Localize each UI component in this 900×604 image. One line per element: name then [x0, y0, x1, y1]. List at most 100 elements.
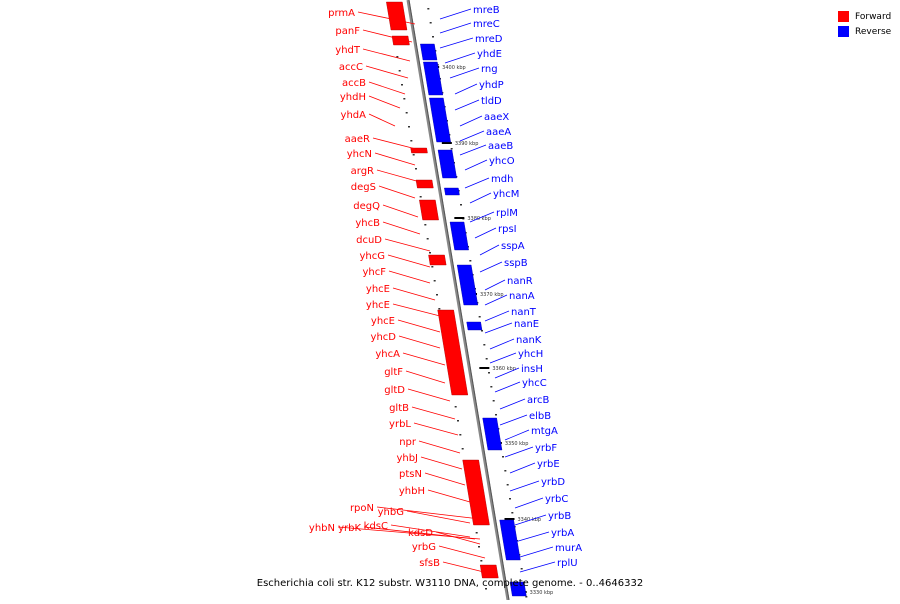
reverse-leader-line: [504, 446, 534, 458]
forward-gene-label: yhdA: [341, 110, 367, 121]
axis-dash: [461, 448, 464, 450]
axis-dash: [412, 154, 415, 156]
reverse-gene-label: yrbC: [545, 494, 568, 505]
axis-dash: [480, 560, 483, 562]
forward-leader-line: [405, 370, 446, 384]
axis-line: [406, 0, 510, 601]
axis-dash: [431, 266, 434, 268]
reverse-leader-line: [469, 211, 495, 223]
reverse-leader-line: [439, 22, 472, 34]
forward-gene-label: yhcE: [371, 316, 395, 327]
reverse-leader-line: [509, 462, 536, 474]
axis-dash: [427, 8, 430, 10]
axis-dash: [478, 546, 480, 548]
reverse-leader-line: [479, 261, 503, 273]
forward-gene-block: [410, 147, 428, 154]
reverse-leader-line: [489, 338, 515, 350]
legend-item-reverse: Reverse: [838, 24, 891, 39]
forward-leader-line: [438, 545, 486, 559]
forward-leader-line: [402, 352, 446, 366]
forward-leader-line: [413, 422, 459, 436]
axis-dash: [415, 168, 417, 170]
forward-gene-label: yhcN: [347, 149, 372, 160]
forward-gene-label: gltF: [384, 367, 403, 378]
reverse-gene-label: yhcO: [489, 156, 515, 167]
forward-gene-label: yhcE: [366, 284, 390, 295]
forward-leader-line: [392, 287, 436, 301]
axis-dash: [485, 588, 487, 590]
forward-gene-block: [386, 1, 408, 31]
reverse-gene-label: sspB: [504, 258, 528, 269]
reverse-leader-line: [494, 381, 521, 393]
reverse-gene-block: [482, 417, 503, 451]
reverse-gene-block: [423, 61, 444, 96]
axis-dash: [478, 316, 481, 318]
reverse-gene-block: [444, 187, 460, 196]
reverse-leader-line: [459, 115, 483, 127]
axis-dash: [405, 112, 408, 114]
forward-gene-label: kdsC: [364, 521, 388, 532]
axis-dash: [408, 126, 410, 128]
tick-label: 3330 kbp: [530, 590, 554, 596]
forward-leader-line: [376, 169, 421, 183]
axis-dash: [419, 196, 422, 198]
reverse-leader-line: [514, 531, 550, 543]
forward-gene-label: yhbG: [378, 507, 404, 518]
forward-gene-label: degQ: [353, 201, 380, 212]
forward-gene-label: aaeR: [345, 134, 370, 145]
axis-dash: [475, 532, 478, 534]
reverse-gene-block: [437, 149, 457, 179]
reverse-gene-label: mtgA: [531, 426, 558, 437]
forward-leader-line: [406, 510, 471, 524]
reverse-gene-label: yrbF: [535, 443, 557, 454]
forward-leader-line: [411, 406, 456, 420]
genome-axis: [389, 0, 528, 604]
reverse-leader-line: [494, 367, 520, 379]
reverse-gene-block: [499, 519, 521, 561]
forward-leader-line: [397, 319, 441, 333]
axis-dash: [504, 470, 507, 472]
tick-label: 3380 kbp: [467, 216, 491, 222]
reverse-leader-line: [479, 244, 500, 256]
forward-gene-block: [428, 254, 447, 266]
reverse-gene-label: yhcH: [518, 349, 543, 360]
forward-leader-line: [374, 152, 416, 166]
forward-leader-line: [392, 303, 441, 317]
reverse-leader-line: [489, 352, 517, 364]
axis-dash: [410, 140, 413, 142]
axis-dash: [398, 70, 401, 72]
axis-dash: [396, 56, 399, 58]
axis-dash: [481, 330, 483, 332]
reverse-gene-label: yrbA: [551, 528, 574, 539]
reverse-gene-block: [456, 264, 479, 306]
forward-gene-label: accB: [342, 78, 366, 89]
reverse-leader-line: [519, 546, 554, 558]
axis-dash: [488, 372, 490, 374]
axis-dash: [438, 308, 441, 310]
forward-leader-line: [365, 65, 409, 79]
reverse-gene-label: sspA: [501, 241, 525, 252]
reverse-gene-label: yhdE: [477, 49, 502, 60]
axis-dash: [457, 420, 459, 422]
forward-leader-line: [357, 11, 416, 25]
forward-leader-line: [384, 238, 431, 252]
reverse-gene-label: nanA: [509, 291, 535, 302]
forward-leader-line: [368, 113, 396, 127]
reverse-genes: mreB mreC mreD yhdE rng yhdP tldD aaeX aaeA aaeB y…: [420, 5, 582, 597]
axis-dash: [450, 148, 453, 150]
forward-gene-block: [415, 179, 434, 189]
forward-leader-line: [382, 204, 419, 218]
axis-dash: [433, 280, 436, 282]
forward-leader-line: [407, 388, 451, 402]
tick-label: 3350 kbp: [505, 441, 529, 447]
reverse-leader-line: [444, 52, 476, 64]
reverse-leader-line: [474, 227, 497, 239]
reverse-gene-label: mdh: [491, 174, 513, 185]
reverse-leader-line: [469, 192, 492, 204]
forward-gene-block: [479, 564, 499, 579]
reverse-leader-line: [499, 414, 528, 426]
reverse-leader-line: [514, 497, 544, 509]
legend-item-forward: Forward: [838, 9, 891, 24]
axis-dash: [432, 36, 434, 38]
